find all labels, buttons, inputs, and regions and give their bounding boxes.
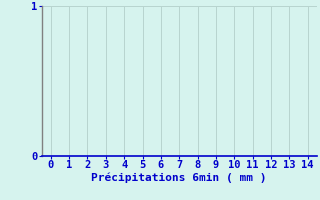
X-axis label: Précipitations 6min ( mm ): Précipitations 6min ( mm ) (92, 173, 267, 183)
